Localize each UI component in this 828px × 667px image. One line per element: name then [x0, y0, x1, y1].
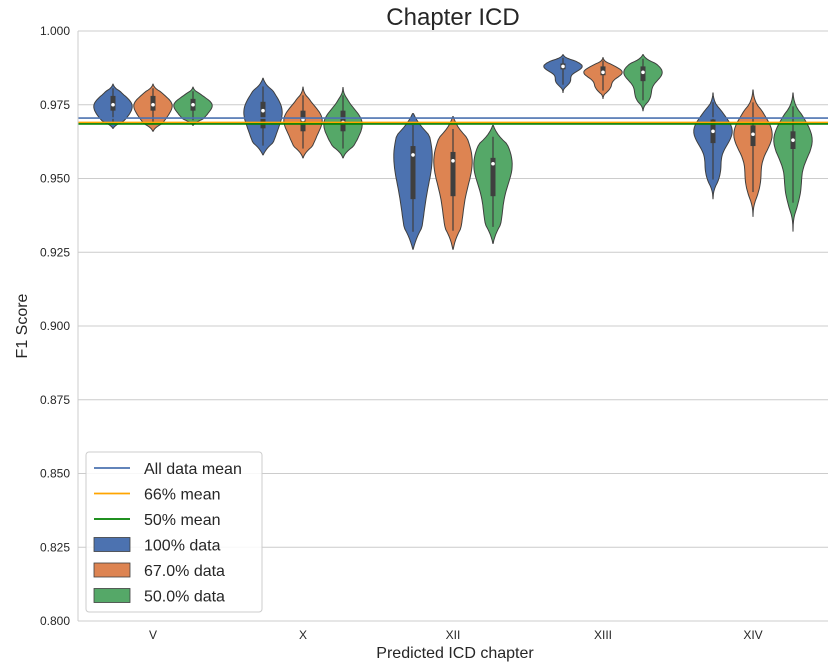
violin-median: [111, 102, 115, 107]
legend-label: 50% mean: [144, 512, 221, 529]
x-tick-label: V: [149, 628, 157, 642]
y-tick-label: 0.900: [40, 319, 70, 333]
y-tick-label: 0.800: [40, 614, 70, 628]
violin-median: [601, 70, 605, 75]
violin-median: [451, 159, 455, 163]
y-tick-label: 0.975: [40, 98, 70, 112]
legend-label: All data mean: [144, 461, 242, 478]
violin-iqr-box: [490, 157, 496, 197]
legend-label: 66% mean: [144, 487, 221, 504]
violin-median: [561, 64, 565, 69]
legend-patch-swatch: [93, 588, 131, 603]
axes: 0.800 0.825 0.850 0.875 0.900 0.925 0.950 0.975…: [40, 24, 828, 642]
legend-patch-swatch: [93, 562, 131, 578]
violin-median: [151, 102, 155, 107]
y-tick-label: 1.000: [40, 24, 70, 38]
violin-median: [491, 161, 495, 166]
y-tick-label: 0.925: [40, 245, 70, 259]
violin-iqr-box: [450, 151, 456, 197]
x-tick-label: XIV: [743, 628, 762, 642]
chart-title: Chapter ICD: [386, 4, 519, 31]
violin-median: [711, 129, 715, 134]
legend-label: 50.0% data: [144, 589, 225, 606]
violin-median: [411, 153, 415, 157]
y-tick-label: 0.875: [40, 393, 70, 407]
legend-label: 67.0% data: [144, 563, 225, 580]
y-tick-label: 0.950: [40, 172, 70, 186]
violins: [93, 54, 813, 250]
violin-median: [261, 108, 265, 113]
legend-patch-swatch: [93, 537, 131, 552]
violin-median: [641, 70, 645, 75]
x-tick-label: XII: [446, 628, 461, 642]
legend: All data mean 66% mean 50% mean 100% data 67…: [85, 451, 263, 613]
violin-iqr-box: [260, 101, 266, 129]
mean-lines: [78, 117, 828, 125]
y-tick-label: 0.850: [40, 467, 70, 481]
x-tick-label: X: [299, 628, 307, 642]
violin-iqr-box: [410, 146, 416, 200]
legend-label: 100% data: [144, 538, 221, 555]
y-axis-title: F1 Score: [14, 293, 31, 358]
x-axis-title: Predicted ICD chapter: [376, 645, 534, 662]
violin-median: [751, 132, 755, 137]
x-tick-label: XIII: [594, 628, 612, 642]
y-tick-label: 0.825: [40, 540, 70, 554]
violin-median: [791, 138, 795, 142]
violin-median: [191, 102, 195, 107]
